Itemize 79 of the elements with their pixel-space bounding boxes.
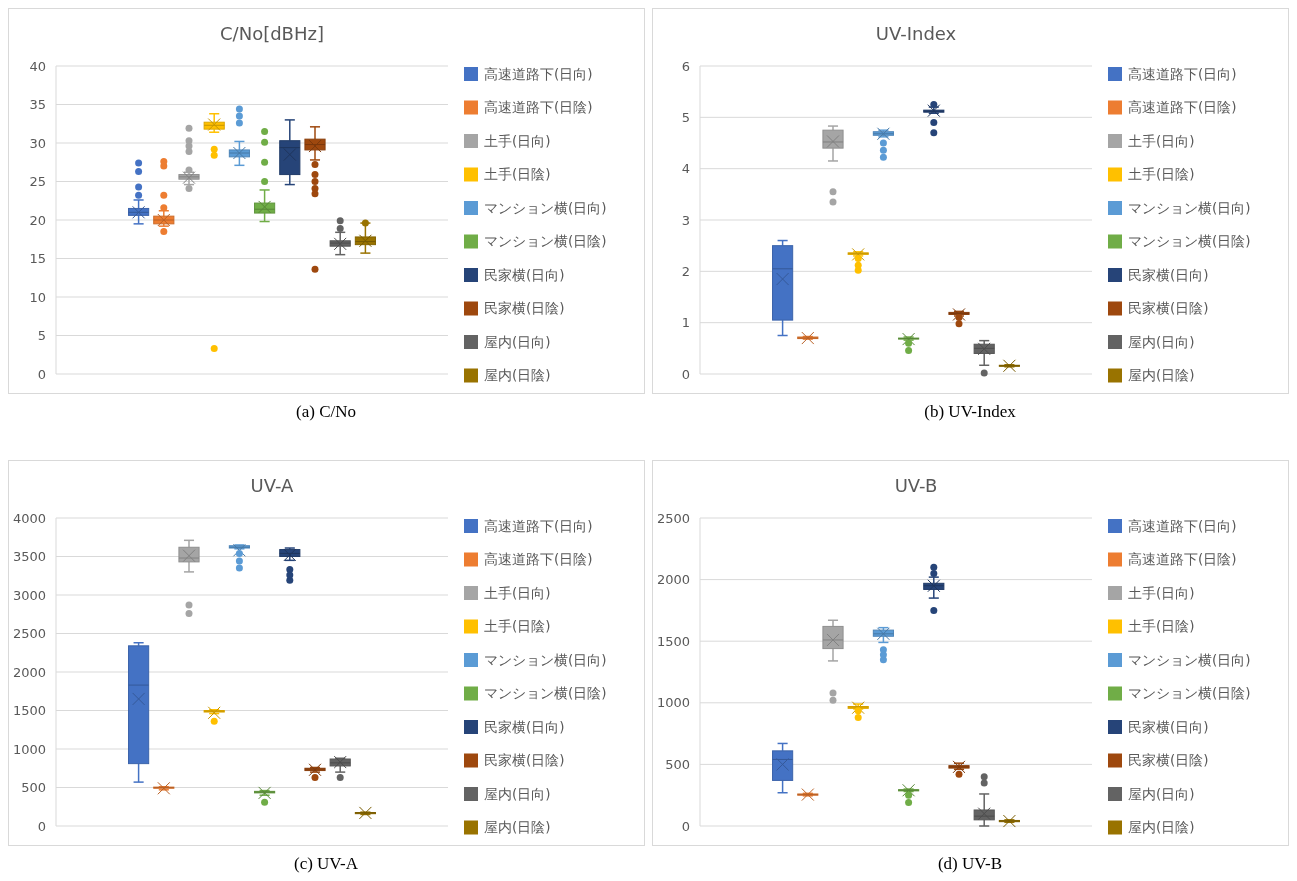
legend-label: 民家横(日陰) [1128,752,1209,769]
legend-label: 屋内(日向) [1128,333,1195,350]
legend-label: 高速道路下(日陰) [1128,99,1237,116]
y-tick-label: 15 [29,251,46,267]
y-tick-label: 30 [29,135,46,151]
y-tick-label: 3000 [12,587,46,603]
legend-label: 高速道路下(日陰) [484,551,593,568]
legend-label: 屋内(日陰) [484,367,551,384]
y-tick-label: 2500 [12,626,46,642]
legend-label: マンション横(日向) [484,651,607,668]
legend-label: 土手(日向) [1128,132,1195,149]
legend-label: 高速道路下(日向) [1128,517,1237,534]
y-tick-label: 500 [21,780,46,796]
legend-label: 屋内(日向) [484,333,551,350]
y-tick-label: 6 [681,58,690,74]
legend-label: 屋内(日向) [484,785,551,802]
legend-label: 屋内(日陰) [1128,367,1195,384]
legend-label: マンション横(日向) [1128,199,1251,216]
legend-label: 高速道路下(日向) [484,517,593,534]
y-tick-label: 25 [29,174,46,190]
legend-label: 高速道路下(日陰) [1128,551,1237,568]
legend-label: マンション横(日向) [1128,651,1251,668]
y-tick-label: 1000 [656,695,690,711]
y-tick-label: 3500 [12,549,46,565]
legend-label: マンション横(日陰) [1128,685,1251,702]
legend-label: 屋内(日向) [1128,785,1195,802]
y-tick-label: 2 [681,263,690,279]
y-tick-label: 2000 [656,572,690,588]
legend-label: マンション横(日陰) [484,685,607,702]
legend-label: 土手(日向) [484,584,551,601]
text: (a) C/No [296,402,356,421]
legend-label: 土手(日陰) [484,166,551,183]
legend-label: 民家横(日向) [1128,266,1209,283]
y-tick-label: 0 [37,818,46,834]
y-tick-label: 1 [681,315,690,331]
chart-title: UV-Index [875,23,957,44]
y-tick-label: 5 [681,109,690,125]
y-tick-label: 1500 [12,703,46,719]
legend-label: 屋内(日陰) [484,819,551,836]
text: (c) UV-A [293,854,359,873]
y-tick-label: 4 [681,161,690,177]
legend-label: 土手(日陰) [1128,618,1195,635]
y-tick-label: 1500 [656,633,690,649]
y-tick-label: 0 [37,366,46,382]
legend-label: 高速道路下(日向) [484,65,593,82]
legend-label: 土手(日向) [1128,584,1195,601]
legend-label: 屋内(日陰) [1128,819,1195,836]
y-tick-label: 40 [29,58,46,74]
legend-label: 民家横(日陰) [1128,300,1209,317]
y-tick-label: 500 [665,756,690,772]
text: (d) UV-B [937,854,1003,873]
y-tick-label: 10 [29,289,46,305]
legend-label: 民家横(日向) [484,718,565,735]
legend-label: 民家横(日陰) [484,752,565,769]
text: (b) UV-Index [924,402,1017,421]
y-tick-label: 3 [681,212,690,228]
y-tick-label: 0 [681,366,690,382]
chart-title: UV-B [894,475,938,496]
legend-label: 民家横(日向) [1128,718,1209,735]
y-tick-label: 1000 [12,741,46,757]
legend-label: マンション横(日陰) [484,233,607,250]
legend-label: 土手(日向) [484,132,551,149]
y-tick-label: 20 [29,212,46,228]
legend-label: 高速道路下(日陰) [484,99,593,116]
y-tick-label: 35 [29,97,46,113]
y-tick-label: 5 [37,328,46,344]
legend-label: 土手(日陰) [1128,166,1195,183]
legend-label: マンション横(日向) [484,199,607,216]
legend-label: 民家横(日向) [484,266,565,283]
y-tick-label: 0 [681,818,690,834]
legend-label: 土手(日陰) [484,618,551,635]
legend-label: 民家横(日陰) [484,300,565,317]
chart-title: C/No[dBHz] [220,23,324,44]
legend-label: マンション横(日陰) [1128,233,1251,250]
y-tick-label: 4000 [12,510,46,526]
chart-title: UV-A [250,475,295,496]
y-tick-label: 2000 [12,664,46,680]
legend-label: 高速道路下(日向) [1128,65,1237,82]
y-tick-label: 2500 [656,510,690,526]
